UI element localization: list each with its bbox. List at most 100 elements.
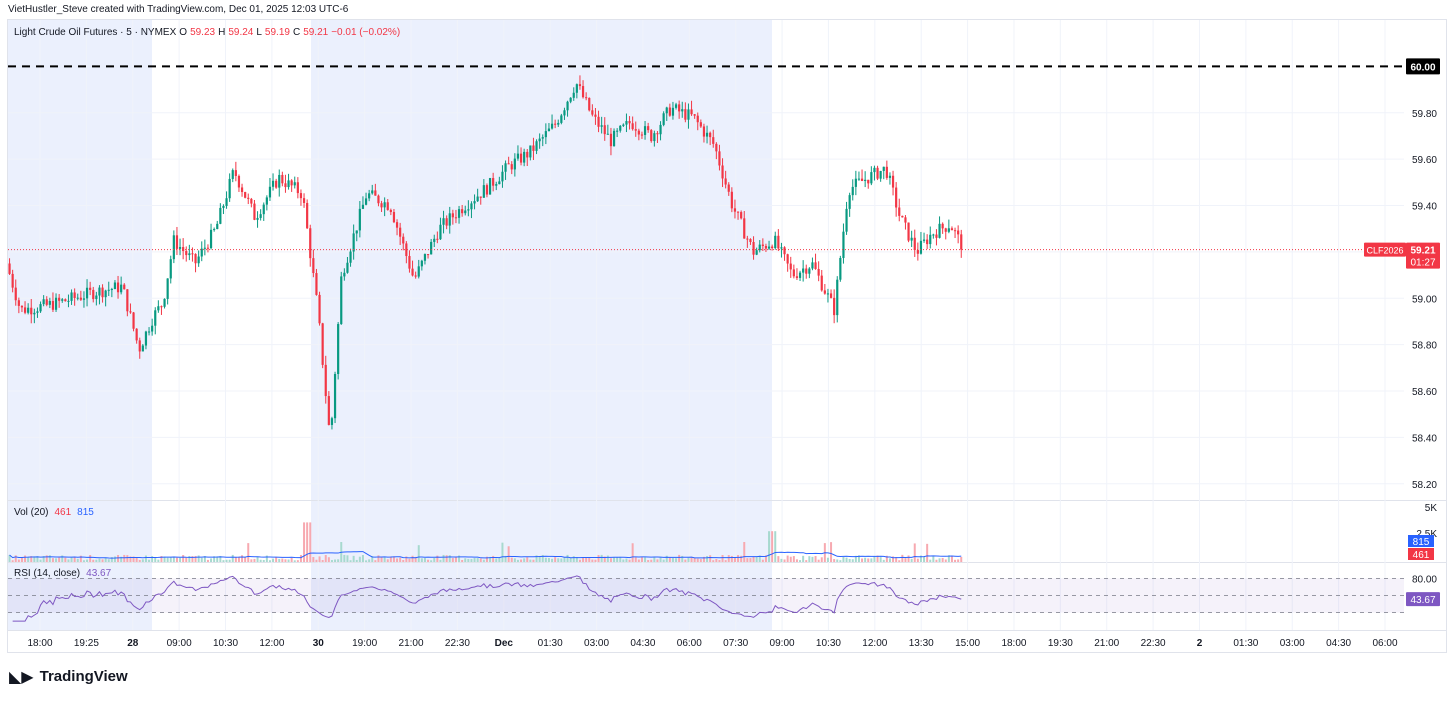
volume-bar [399, 557, 402, 562]
horizontal-line-label-bg [1406, 58, 1440, 75]
candle-body [786, 254, 789, 264]
price-legend: Light Crude Oil Futures · 5 · NYMEX O 59.… [14, 27, 400, 38]
volume-bar [786, 555, 789, 562]
candle-body [479, 196, 482, 198]
volume-bar [352, 555, 355, 562]
volume-bar [482, 559, 485, 562]
volume-bar [73, 557, 76, 562]
tradingview-logo[interactable]: ◣▶ TradingView [9, 667, 128, 686]
volume-bar [89, 555, 92, 562]
low-label: L [256, 27, 262, 38]
volume-bar [696, 558, 699, 562]
symbol-title[interactable]: Light Crude Oil Futures · 5 · NYMEX [14, 27, 177, 38]
volume-bar [160, 556, 163, 562]
candle-body [516, 153, 520, 159]
volume-bar [318, 556, 321, 562]
volume-bar [489, 556, 492, 562]
volume-bar [247, 543, 250, 562]
candle-body [340, 276, 343, 325]
volume-bar [510, 557, 513, 562]
x-tick-label: 30 [313, 638, 325, 649]
rsi-label[interactable]: RSI (14, close) [14, 568, 81, 579]
candle-body [845, 208, 848, 232]
x-tick-label: 10:30 [213, 638, 238, 649]
volume-bar [144, 555, 147, 562]
chart-frame[interactable] [7, 19, 1447, 653]
volume-bar [768, 531, 771, 562]
volume-bar [520, 559, 523, 562]
volume-label[interactable]: Vol (20) [14, 507, 49, 518]
candle-body [771, 246, 774, 249]
candle-body [442, 218, 445, 225]
x-tick-label: 03:00 [1280, 638, 1305, 649]
candle-body [82, 298, 86, 300]
volume-bar [932, 555, 935, 562]
candle-body [104, 290, 107, 298]
candle-body [795, 276, 799, 278]
volume-bar [39, 559, 42, 562]
candle-body [547, 128, 551, 132]
candle-body [504, 163, 507, 172]
volume-bar [244, 557, 247, 562]
volume-bar [876, 555, 879, 562]
candle-body [20, 305, 24, 308]
volume-bar [281, 558, 284, 562]
candle-body [17, 300, 20, 306]
volume-bar [526, 557, 529, 562]
volume-bar [386, 559, 389, 562]
candle-body [172, 235, 175, 260]
candle-body [798, 272, 802, 278]
volume-bar [141, 559, 144, 562]
symbol-tag-bg [1364, 242, 1406, 257]
candle-body [417, 266, 420, 277]
volume-bar [79, 555, 82, 562]
volume-bar [771, 531, 774, 562]
volume-bar [101, 559, 104, 562]
volume-bar [303, 522, 306, 562]
candle-body [470, 203, 473, 210]
candle-body [144, 331, 148, 346]
candle-body [523, 151, 526, 163]
session-shade [8, 20, 152, 630]
candle-body [333, 374, 337, 419]
candle-body [39, 304, 42, 312]
candle-body [256, 217, 259, 220]
volume-bar [544, 557, 547, 562]
volume-bar [730, 555, 733, 562]
volume-bar [848, 558, 851, 562]
volume-bar [454, 556, 457, 562]
candle-body [141, 345, 144, 352]
x-tick-label: 21:00 [399, 638, 424, 649]
last-price-label: 59.21 [1410, 246, 1435, 257]
candle-body [640, 134, 644, 136]
candle-body [14, 287, 17, 301]
candle-body [740, 212, 743, 219]
candle-body [30, 307, 33, 315]
volume-bar [371, 556, 374, 562]
candle-body [51, 301, 55, 310]
volume-value-tag: 461 [1413, 550, 1430, 561]
tradingview-mark-icon: ◣▶ [9, 667, 34, 686]
candle-body [116, 282, 120, 293]
volume-bar [901, 554, 904, 562]
volume-bar [572, 556, 575, 562]
candle-body [733, 208, 737, 212]
volume-bar [603, 556, 606, 562]
y-tick-label: 58.80 [1412, 341, 1437, 352]
volume-bar [944, 559, 947, 562]
volume-bar [383, 557, 386, 562]
volume-bar [17, 559, 20, 562]
candle-body [588, 97, 591, 111]
x-tick-label: 21:00 [1094, 638, 1119, 649]
volume-bar [805, 560, 808, 562]
volume-bar [464, 558, 467, 562]
candle-body [48, 301, 51, 305]
candle-body [349, 251, 352, 263]
volume-bar [622, 559, 625, 562]
volume-bar [414, 556, 417, 562]
candle-body [510, 164, 513, 170]
candle-body [302, 198, 306, 203]
volume-bar [265, 555, 268, 562]
volume-bar [693, 557, 696, 562]
